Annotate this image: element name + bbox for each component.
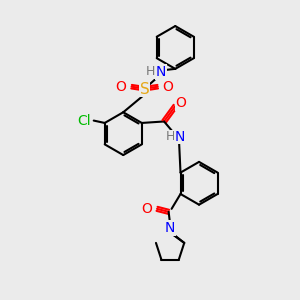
Text: O: O: [142, 202, 152, 216]
Text: O: O: [175, 96, 186, 110]
Text: N: N: [175, 130, 185, 144]
Text: O: O: [116, 80, 127, 94]
Text: O: O: [163, 80, 174, 94]
Text: Cl: Cl: [77, 114, 91, 128]
Text: H: H: [166, 130, 175, 143]
Text: N: N: [156, 65, 166, 79]
Text: H: H: [146, 65, 156, 78]
Text: S: S: [140, 82, 149, 97]
Text: N: N: [165, 221, 175, 235]
